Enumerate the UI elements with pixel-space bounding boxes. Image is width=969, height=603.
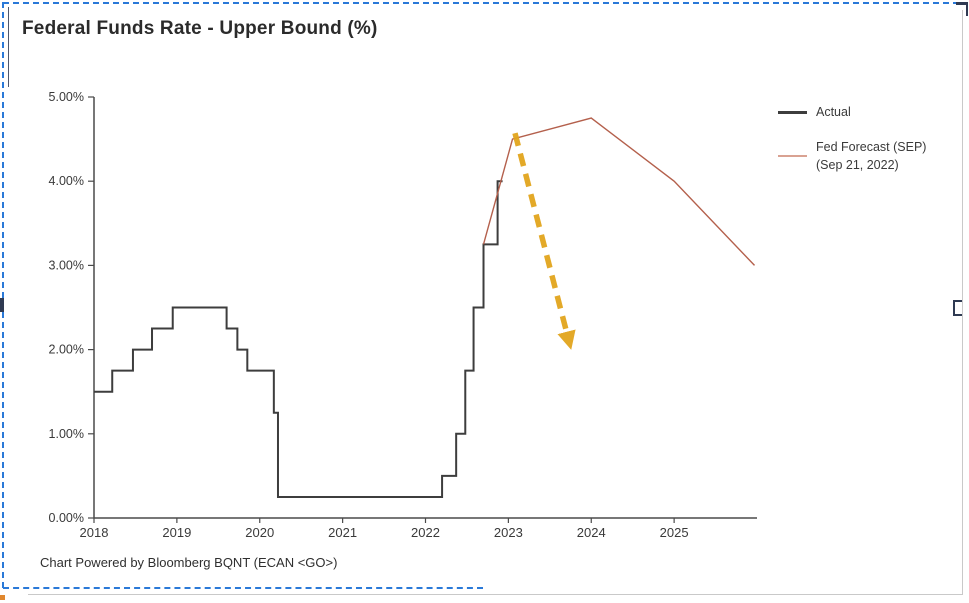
svg-text:2024: 2024 [577,525,606,540]
svg-text:2019: 2019 [162,525,191,540]
frame-border-right [962,10,963,594]
crop-handle-top-right [956,2,968,16]
svg-text:2023: 2023 [494,525,523,540]
crop-handle-mid-left [0,298,4,312]
legend-item-forecast: Fed Forecast (SEP) (Sep 21, 2022) [778,138,964,174]
chart-legend: Actual Fed Forecast (SEP) (Sep 21, 2022) [778,103,964,174]
legend-swatch-actual-line [778,110,807,114]
selection-marquee-top [3,2,959,4]
selection-marquee-left [2,2,4,588]
legend-item-actual: Actual [778,103,964,121]
chart-caption: Chart Powered by Bloomberg BQNT (ECAN <G… [40,555,338,570]
artifact-orange-speck [0,595,5,600]
svg-text:2020: 2020 [245,525,274,540]
svg-text:5.00%: 5.00% [49,90,84,104]
svg-text:2018: 2018 [80,525,109,540]
svg-text:4.00%: 4.00% [49,174,84,188]
svg-text:0.00%: 0.00% [49,511,84,525]
legend-label-forecast-line1: Fed Forecast (SEP) [816,140,927,155]
legend-label-forecast-line2: (Sep 21, 2022) [816,158,899,173]
crop-handle-top-left [8,7,9,87]
svg-text:2021: 2021 [328,525,357,540]
legend-label-forecast: Fed Forecast (SEP) (Sep 21, 2022) [816,138,926,174]
legend-swatch-forecast-line [778,155,807,158]
chart-title: Federal Funds Rate - Upper Bound (%) [22,18,378,39]
svg-text:2025: 2025 [660,525,689,540]
legend-label-actual: Actual [816,105,851,119]
svg-text:2.00%: 2.00% [49,343,84,357]
svg-text:1.00%: 1.00% [49,427,84,441]
frame-border-bottom [28,594,963,595]
selection-marquee-bottom [3,587,483,589]
svg-text:2022: 2022 [411,525,440,540]
svg-text:3.00%: 3.00% [49,258,84,272]
crop-handle-mid-right [953,300,962,316]
